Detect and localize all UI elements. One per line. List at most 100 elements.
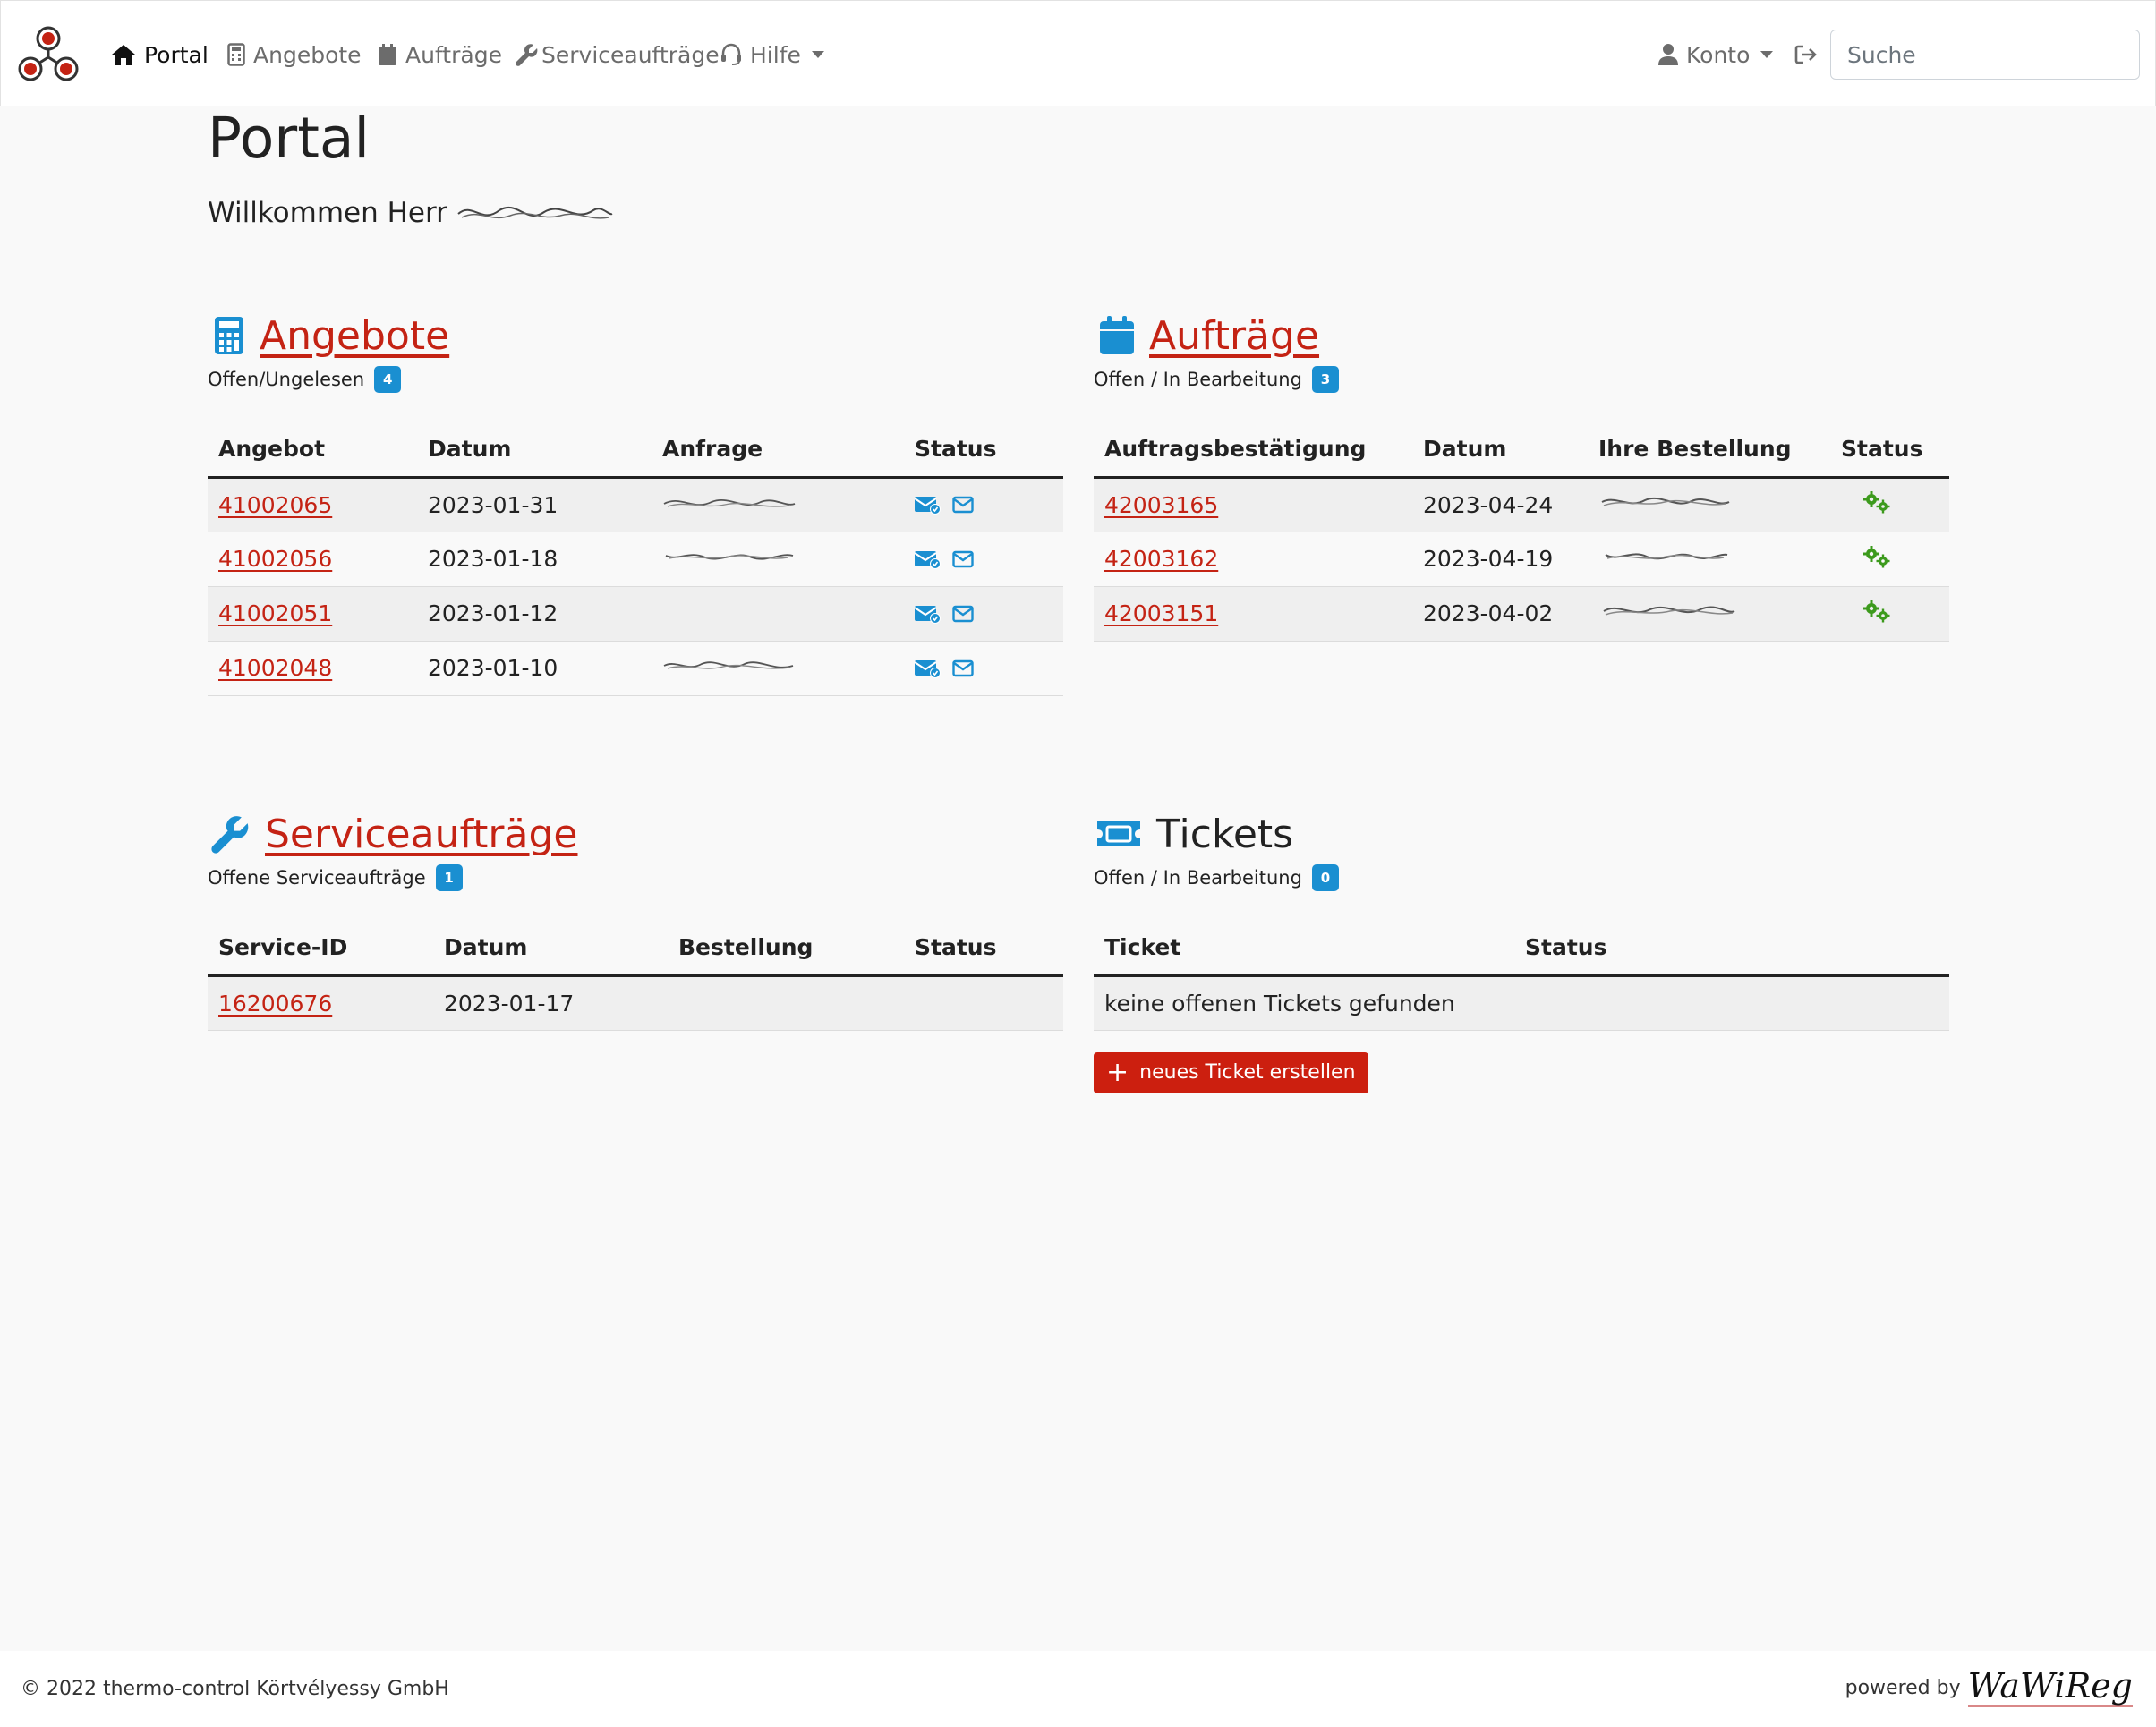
account-label: Konto <box>1686 41 1751 68</box>
chevron-down-icon <box>811 51 824 58</box>
date-cell: 2023-01-18 <box>417 532 652 587</box>
nav-auftraege-label: Aufträge <box>405 41 502 68</box>
tickets-count-badge: 0 <box>1311 864 1339 891</box>
column-header: Status <box>1830 421 1949 479</box>
empty-cell <box>904 975 1063 1031</box>
logout-button[interactable] <box>1794 38 1826 71</box>
mail-read-icon[interactable] <box>915 604 942 624</box>
date-cell: 2023-01-12 <box>417 586 652 642</box>
date-cell: 2023-04-24 <box>1412 477 1588 532</box>
column-header: Ticket <box>1094 920 1514 977</box>
mail-read-icon[interactable] <box>915 549 942 569</box>
welcome-text: Willkommen Herr <box>208 197 447 229</box>
auftrag-link[interactable]: 42003151 <box>1104 600 1219 626</box>
column-header: Datum <box>417 421 652 479</box>
tickets-table: Ticket Status keine offenen Tickets gefu… <box>1094 920 1949 1031</box>
nav-portal[interactable]: Portal <box>111 38 209 71</box>
column-header: Bestellung <box>668 920 904 977</box>
table-row: 41002056 2023-01-18 <box>208 532 1063 587</box>
nav-portal-label: Portal <box>144 41 209 68</box>
wawireg-logo[interactable]: WaWiReg <box>1967 1666 2133 1707</box>
nav-angebote-label: Angebote <box>253 41 362 68</box>
footer: © 2022 thermo-control Körtvélyessy GmbH … <box>0 1651 2156 1727</box>
tickets-section: Tickets Offen / In Bearbeitung 0 Ticket … <box>1094 807 1949 1093</box>
envelope-icon[interactable] <box>952 605 974 623</box>
auftraege-table: Auftragsbestätigung Datum Ihre Bestellun… <box>1094 421 1949 642</box>
redacted-request <box>665 554 794 560</box>
angebot-link[interactable]: 41002056 <box>218 546 333 572</box>
service-title-link[interactable]: Serviceaufträge <box>265 811 578 857</box>
wrench-icon <box>211 816 249 854</box>
angebote-table: Angebot Datum Anfrage Status 41002065 20… <box>208 421 1063 696</box>
nav-auftraege[interactable]: Aufträge <box>378 38 502 71</box>
table-row: 42003151 2023-04-02 <box>1094 586 1949 642</box>
gears-icon <box>1863 600 1890 622</box>
service-link[interactable]: 16200676 <box>218 990 333 1017</box>
auftrag-link[interactable]: 42003165 <box>1104 491 1219 518</box>
top-navbar: Portal Angebote Aufträge Serviceaufträge… <box>0 0 2156 106</box>
company-logo[interactable] <box>18 24 79 83</box>
nav-hilfe-dropdown[interactable]: Hilfe <box>720 38 824 71</box>
table-row: 41002051 2023-01-12 <box>208 586 1063 642</box>
service-table: Service-ID Datum Bestellung Status 16200… <box>208 920 1063 1031</box>
user-icon <box>1658 44 1678 65</box>
tickets-subtitle: Offen / In Bearbeitung <box>1094 867 1302 889</box>
new-ticket-button[interactable]: + neues Ticket erstellen <box>1094 1051 1368 1093</box>
angebote-section: Angebote Offen/Ungelesen 4 Angebot Datum… <box>208 309 1063 696</box>
envelope-icon[interactable] <box>952 496 974 514</box>
logout-icon <box>1794 45 1817 64</box>
date-cell: 2023-01-31 <box>417 477 652 532</box>
redacted-order <box>1601 498 1730 506</box>
column-header: Auftragsbestätigung <box>1094 421 1412 479</box>
empty-cell <box>668 975 904 1031</box>
date-cell: 2023-04-02 <box>1412 586 1588 642</box>
auftraege-title-link[interactable]: Aufträge <box>1149 312 1320 359</box>
tickets-title: Tickets <box>1156 811 1294 857</box>
account-dropdown[interactable]: Konto <box>1658 38 1774 71</box>
mail-read-icon[interactable] <box>915 495 942 515</box>
chevron-down-icon <box>1760 51 1774 58</box>
powered-by-text: powered by <box>1845 1676 1961 1699</box>
angebote-title-link[interactable]: Angebote <box>260 312 450 359</box>
empty-cell <box>652 586 904 642</box>
column-header: Datum <box>433 920 668 977</box>
home-icon <box>112 45 135 65</box>
redacted-order <box>1603 606 1735 616</box>
calendar-icon <box>1100 316 1134 354</box>
service-subtitle: Offene Serviceaufträge <box>208 867 426 889</box>
column-header: Status <box>1514 920 1949 977</box>
column-header: Ihre Bestellung <box>1588 421 1830 479</box>
service-section: Serviceaufträge Offene Serviceaufträge 1… <box>208 807 1063 1031</box>
angebot-link[interactable]: 41002048 <box>218 655 333 681</box>
headset-icon <box>721 43 741 65</box>
envelope-icon[interactable] <box>952 659 974 677</box>
column-header: Anfrage <box>652 421 904 479</box>
angebote-count-badge: 4 <box>374 366 402 393</box>
table-row: 16200676 2023-01-17 <box>208 975 1063 1031</box>
angebot-link[interactable]: 41002065 <box>218 491 333 518</box>
calendar-icon <box>379 44 396 65</box>
column-header: Status <box>904 421 1063 479</box>
date-cell: 2023-04-19 <box>1412 532 1588 587</box>
envelope-icon[interactable] <box>952 550 974 568</box>
auftraege-section: Aufträge Offen / In Bearbeitung 3 Auftra… <box>1094 309 1949 642</box>
powered-by: powered by WaWiReg <box>1845 1666 2133 1707</box>
nav-angebote[interactable]: Angebote <box>227 38 362 71</box>
redacted-request <box>663 498 796 507</box>
redacted-name <box>457 207 613 219</box>
welcome-message: Willkommen Herr <box>208 197 616 229</box>
mail-read-icon[interactable] <box>915 659 942 678</box>
table-row: 41002065 2023-01-31 <box>208 477 1063 532</box>
plus-icon: + <box>1106 1056 1129 1088</box>
table-row: 42003165 2023-04-24 <box>1094 477 1949 532</box>
nav-serviceauftraege-label: Serviceaufträge <box>541 41 720 68</box>
new-ticket-label: neues Ticket erstellen <box>1139 1061 1356 1084</box>
angebote-subtitle: Offen/Ungelesen <box>208 369 365 390</box>
auftrag-link[interactable]: 42003162 <box>1104 546 1219 572</box>
angebot-link[interactable]: 41002051 <box>218 600 333 626</box>
date-cell: 2023-01-17 <box>433 975 668 1031</box>
search-input[interactable] <box>1830 30 2140 80</box>
redacted-order <box>1605 552 1728 559</box>
table-row: 42003162 2023-04-19 <box>1094 532 1949 587</box>
nav-serviceauftraege[interactable]: Serviceaufträge <box>516 38 720 71</box>
